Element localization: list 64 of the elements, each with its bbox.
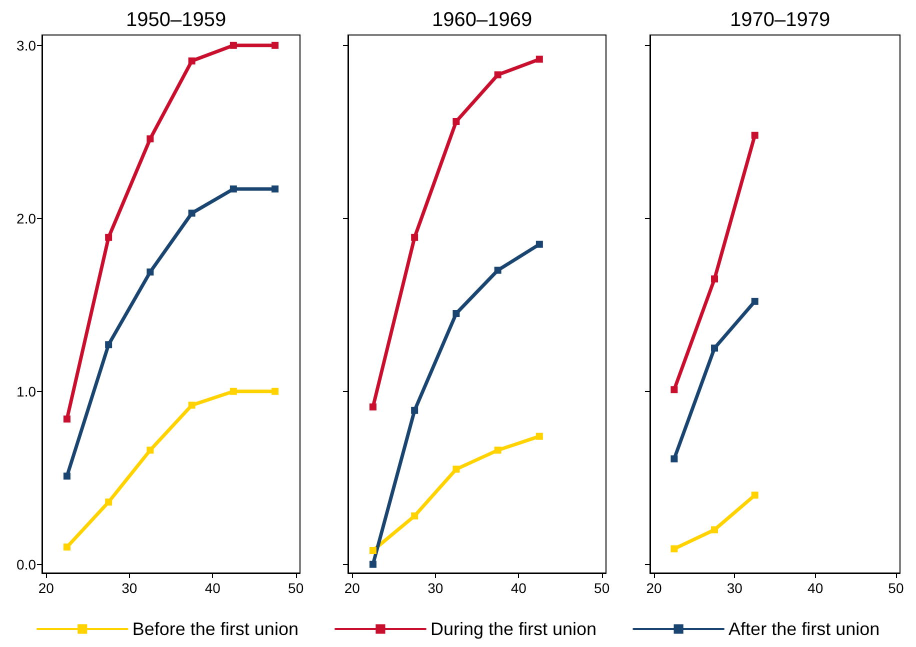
- point: [670, 545, 678, 552]
- y-tick-label: 1.0: [16, 383, 36, 400]
- x-tick-label: 20: [344, 580, 360, 596]
- point: [188, 57, 196, 64]
- x-tick-label: 50: [594, 580, 610, 596]
- point: [711, 275, 718, 282]
- point: [146, 446, 154, 454]
- point: [369, 560, 376, 568]
- point: [711, 526, 718, 534]
- point: [411, 512, 418, 520]
- point: [751, 492, 758, 499]
- point: [536, 56, 543, 63]
- y-tick-label: 2.0: [16, 210, 36, 226]
- point: [272, 42, 279, 49]
- point: [452, 118, 460, 125]
- y-tick-label: 3.0: [16, 37, 36, 54]
- point: [536, 432, 543, 440]
- point: [452, 310, 460, 318]
- chart-title: 1970–1979: [730, 9, 830, 31]
- point: [146, 268, 154, 276]
- point: [751, 132, 758, 139]
- point: [105, 498, 112, 506]
- legend-label: During the first union: [430, 619, 597, 639]
- point: [105, 234, 112, 241]
- point: [230, 388, 237, 395]
- x-tick-label: 20: [646, 580, 662, 596]
- x-tick-label: 40: [204, 580, 221, 596]
- point: [369, 403, 376, 410]
- point: [369, 547, 376, 554]
- point: [411, 234, 418, 241]
- point: [272, 185, 279, 192]
- point: [63, 416, 70, 423]
- point: [63, 544, 70, 551]
- point: [230, 42, 237, 49]
- point: [494, 446, 502, 454]
- legend-label: After the first union: [728, 619, 880, 639]
- point: [536, 240, 543, 248]
- point: [230, 185, 237, 192]
- x-tick-label: 30: [122, 580, 138, 596]
- chart-title: 1960–1969: [432, 9, 532, 31]
- point: [670, 386, 678, 394]
- point: [751, 298, 758, 305]
- point: [105, 341, 112, 348]
- x-tick-label: 30: [726, 580, 743, 596]
- x-tick-label: 20: [38, 580, 54, 596]
- y-tick-label: 0.0: [16, 556, 36, 572]
- legend-label: Before the first union: [132, 619, 298, 639]
- point: [411, 406, 418, 414]
- x-tick-label: 30: [428, 580, 444, 596]
- point: [188, 402, 196, 409]
- point: [272, 388, 279, 395]
- point: [188, 210, 196, 217]
- point: [670, 455, 678, 462]
- x-tick-label: 40: [510, 580, 527, 596]
- point: [63, 472, 70, 480]
- point: [452, 466, 460, 473]
- point: [146, 135, 154, 142]
- chart-title: 1950–1959: [126, 9, 226, 31]
- x-tick-label: 40: [808, 580, 824, 596]
- x-tick-label: 50: [288, 580, 304, 596]
- x-tick-label: 50: [888, 580, 904, 596]
- point: [494, 71, 502, 78]
- point: [494, 266, 502, 274]
- point: [711, 344, 718, 352]
